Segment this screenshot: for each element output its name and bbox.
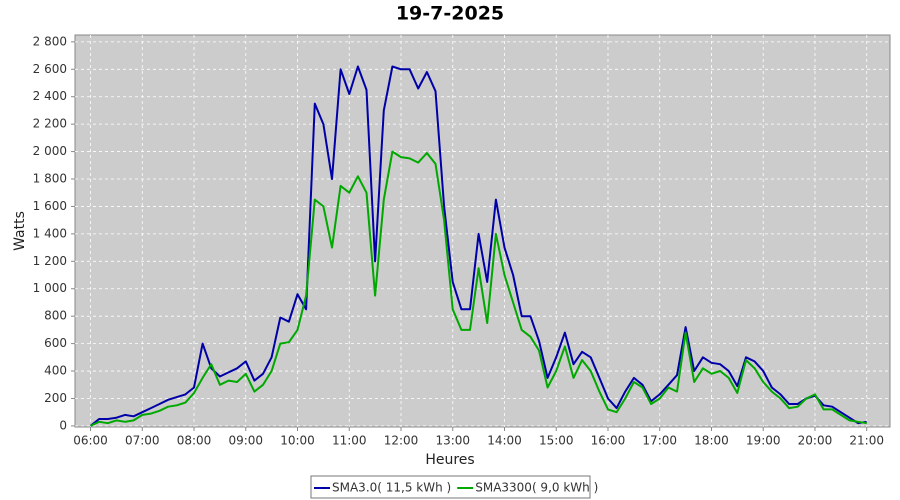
x-tick-label: 08:00	[177, 434, 212, 448]
x-tick-label: 10:00	[280, 434, 315, 448]
x-tick-label: 09:00	[228, 434, 263, 448]
x-tick-label: 11:00	[332, 434, 367, 448]
y-tick-label: 2 200	[33, 117, 67, 131]
x-tick-label: 07:00	[125, 434, 160, 448]
y-tick-label: 0	[59, 418, 67, 432]
x-tick-label: 06:00	[73, 434, 108, 448]
series-line	[90, 150, 867, 427]
legend-label: SMA3.0( 11,5 kWh )	[332, 481, 451, 495]
x-tick-label: 12:00	[384, 434, 419, 448]
y-tick-label: 800	[44, 309, 67, 323]
y-tick-label: 1 000	[33, 281, 67, 295]
y-tick-label: 600	[44, 336, 67, 350]
legend	[310, 475, 591, 499]
y-tick-label: 2 800	[33, 34, 67, 48]
y-tick-label: 1 800	[33, 172, 67, 186]
x-tick-label: 19:00	[746, 434, 781, 448]
x-tick-label: 20:00	[798, 434, 833, 448]
y-tick-label: 1 400	[33, 226, 67, 240]
x-tick-label: 15:00	[539, 434, 574, 448]
x-tick-label: 16:00	[591, 434, 626, 448]
series-line	[89, 65, 867, 427]
y-tick-label: 200	[44, 391, 67, 405]
x-tick-label: 14:00	[487, 434, 522, 448]
x-axis-label: Heures	[425, 452, 474, 468]
y-tick-label: 1 600	[33, 199, 67, 213]
x-tick-label: 21:00	[849, 434, 884, 448]
y-tick-label: 2 600	[33, 62, 67, 76]
y-tick-label: 400	[44, 364, 67, 378]
y-tick-label: 2 400	[33, 89, 67, 103]
y-axis-label: Watts	[12, 211, 28, 251]
y-tick-label: 2 000	[33, 144, 67, 158]
chart-title: 19-7-2025	[396, 3, 504, 25]
y-tick-label: 1 200	[33, 254, 67, 268]
x-tick-label: 18:00	[694, 434, 729, 448]
legend-label: SMA3300( 9,0 kWh )	[475, 481, 598, 495]
x-tick-label: 17:00	[642, 434, 677, 448]
x-tick-label: 13:00	[435, 434, 470, 448]
